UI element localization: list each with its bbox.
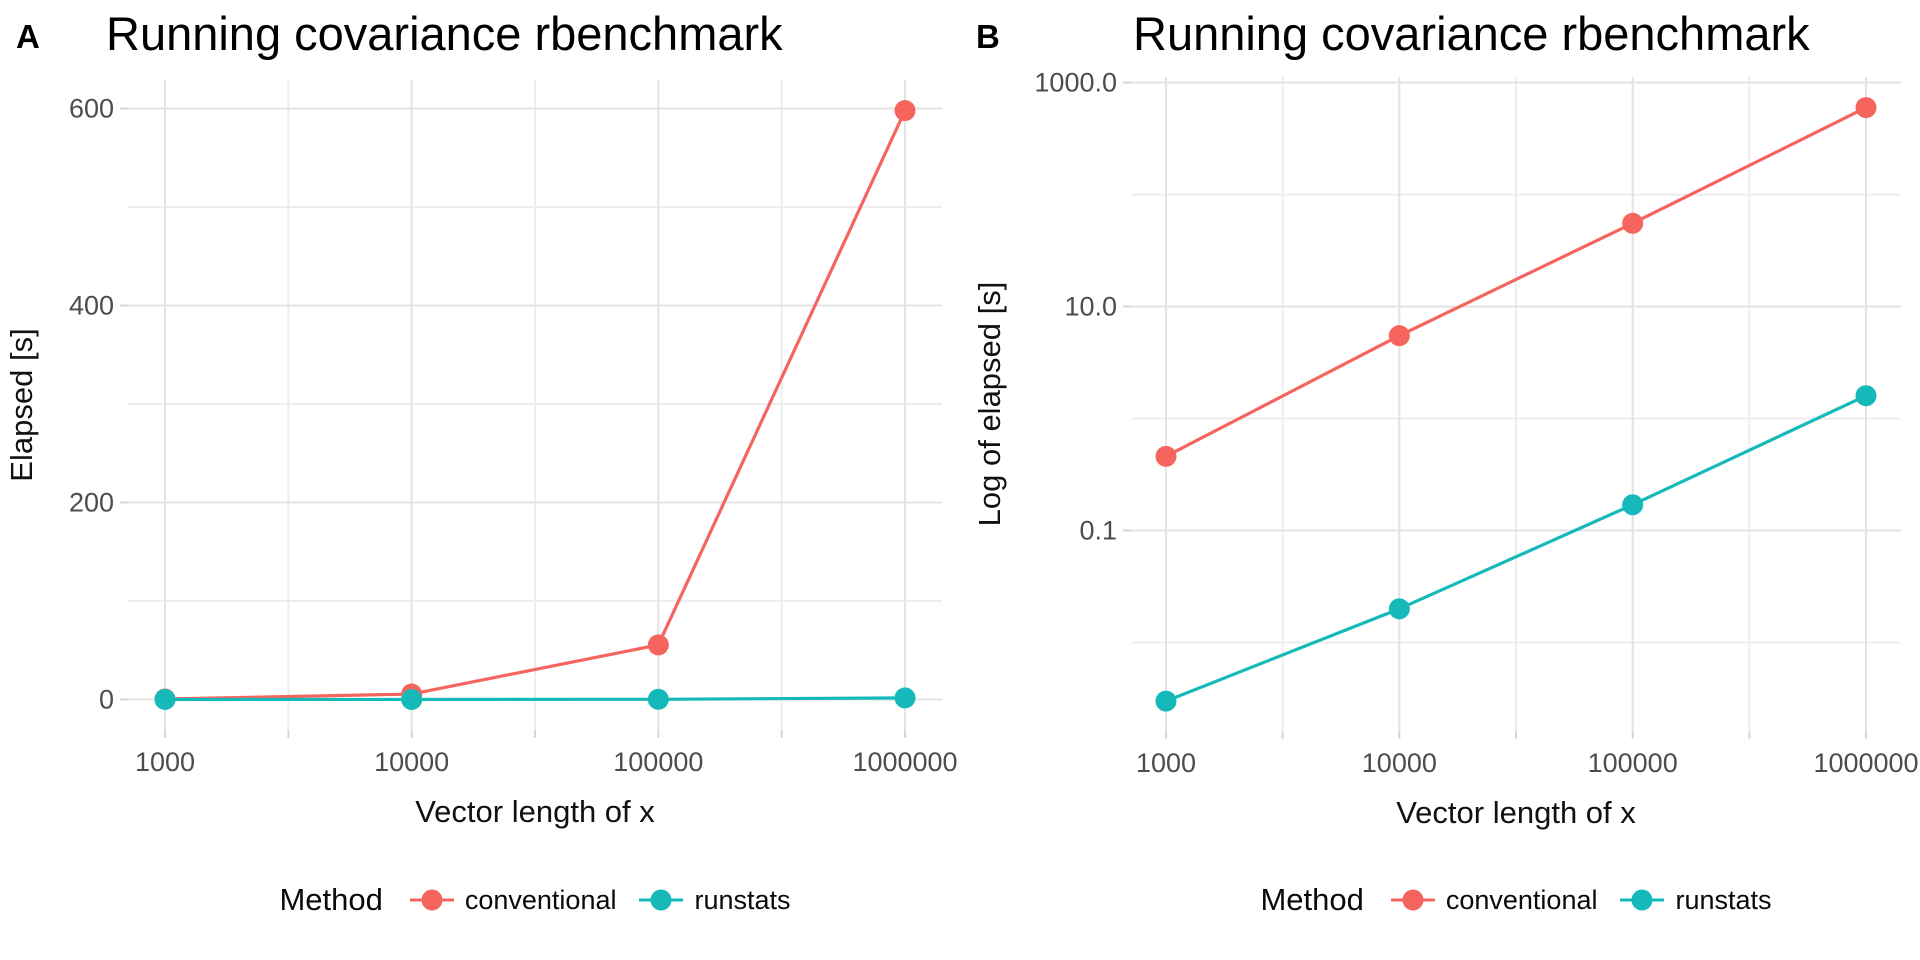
series-points-runstats <box>154 687 916 710</box>
legend-label-runstats: runstats <box>694 884 791 915</box>
legend-b: Method conventional runstats <box>1056 872 1920 928</box>
tick-labels: 1000.0 10.0 0.1 1000 10000 100000 1000000 <box>1034 68 1918 778</box>
legend-a: Method conventional runstats <box>75 872 995 928</box>
legend-label-runstats: runstats <box>1675 884 1772 915</box>
panel-b: 1000.0 10.0 0.1 1000 10000 100000 1000000 Vecto… <box>960 0 1920 960</box>
data-point <box>1855 385 1877 407</box>
series-line-conventional <box>1165 106 1867 458</box>
data-point <box>647 634 669 656</box>
legend-key-runstats-icon <box>1620 889 1665 911</box>
data-point <box>1155 690 1177 712</box>
y-axis-title: Elapsed [s] <box>4 328 39 481</box>
legend-item-conventional: conventional <box>409 884 617 916</box>
data-point <box>401 688 423 710</box>
legend-item-runstats: runstats <box>1619 884 1772 916</box>
x-axis-title: Vector length of x <box>1396 795 1636 830</box>
series-points-runstats <box>1155 385 1877 712</box>
data-point <box>894 100 916 122</box>
grid-minor <box>1131 77 1901 731</box>
y-tick-label: 200 <box>69 488 114 518</box>
y-tick-label: 400 <box>69 291 114 321</box>
data-point <box>1155 445 1177 467</box>
y-tick-label: 600 <box>69 94 114 124</box>
y-tick-label: 0.1 <box>1079 516 1117 546</box>
data-point <box>154 688 176 710</box>
x-tick-label: 10000 <box>374 747 449 777</box>
series-points-conventional <box>1155 97 1877 467</box>
legend-title: Method <box>279 882 383 917</box>
chart-panel-b: 1000.0 10.0 0.1 1000 10000 100000 1000000 Vecto… <box>972 7 1919 830</box>
panel-a: 0 200 400 600 1000 10000 100000 1000000 Vector l… <box>4 7 958 917</box>
data-point <box>1622 212 1644 234</box>
x-axis-title: Vector length of x <box>415 794 655 829</box>
legend-key-conventional-icon <box>1390 889 1435 911</box>
panel-tag: B <box>976 18 1000 55</box>
data-point <box>1622 494 1644 516</box>
grid-minor <box>128 80 942 730</box>
legend-item-conventional: conventional <box>1390 884 1598 916</box>
x-tick-label: 1000 <box>135 747 195 777</box>
axis-ticks <box>1123 81 1867 739</box>
y-tick-label: 1000.0 <box>1034 68 1117 98</box>
panel-tag: A <box>16 18 40 55</box>
tick-labels: 0 200 400 600 1000 10000 100000 1000000 <box>69 94 958 777</box>
grid-major <box>1131 77 1901 731</box>
series-line-runstats <box>164 696 906 702</box>
y-tick-label: 10.0 <box>1064 292 1117 322</box>
chart-title: Running covariance rbenchmark <box>106 7 783 60</box>
data-point <box>1388 325 1410 347</box>
legend-item-runstats: runstats <box>638 884 791 916</box>
y-tick-label: 0 <box>99 684 114 714</box>
data-point <box>1855 97 1877 119</box>
data-point <box>1388 598 1410 620</box>
x-tick-label: 100000 <box>613 747 703 777</box>
chart-title: Running covariance rbenchmark <box>1133 7 1810 60</box>
data-point <box>647 688 669 710</box>
legend-key-runstats-icon <box>639 889 684 911</box>
x-tick-label: 10000 <box>1362 748 1437 778</box>
legend-title: Method <box>1260 882 1364 917</box>
legend-label-conventional: conventional <box>1445 884 1598 915</box>
x-tick-label: 1000000 <box>1813 748 1918 778</box>
series-line-conventional <box>164 109 907 701</box>
x-tick-label: 100000 <box>1588 748 1678 778</box>
chart-panel-a: 0 200 400 600 1000 10000 100000 1000000 Vector l… <box>4 7 958 829</box>
series-line-runstats <box>1165 394 1867 703</box>
x-tick-label: 1000 <box>1136 748 1196 778</box>
legend-label-conventional: conventional <box>464 884 617 915</box>
y-axis-title: Log of elapsed [s] <box>972 282 1007 527</box>
axis-ticks <box>120 107 906 738</box>
x-tick-label: 1000000 <box>852 747 957 777</box>
legend-key-conventional-icon <box>409 889 454 911</box>
data-point <box>894 687 916 709</box>
